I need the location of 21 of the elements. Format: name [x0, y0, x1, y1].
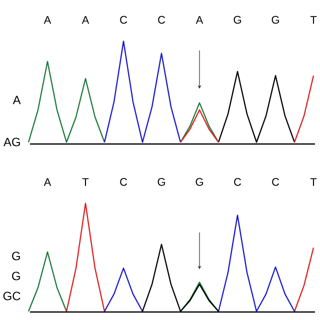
x-tick-label: A	[44, 16, 52, 24]
x-tick-label: T	[310, 16, 317, 24]
text: G	[12, 252, 20, 260]
x-tick-label: T	[310, 178, 317, 186]
x-tick-label: C	[158, 16, 166, 24]
x-tick-label: A	[44, 178, 52, 186]
x-tick-label: C	[234, 178, 242, 186]
x-tick-label: G	[196, 178, 203, 186]
x-tick-label: T	[82, 178, 89, 186]
text: GC	[3, 292, 20, 300]
x-tick-label: A	[82, 16, 90, 24]
x-tick-label: C	[120, 178, 128, 186]
x-tick-label: A	[196, 16, 204, 24]
text: G	[12, 272, 20, 280]
x-tick-label: C	[120, 16, 128, 24]
text: A	[12, 96, 21, 104]
x-tick-label: G	[234, 16, 241, 24]
text: AG	[3, 138, 20, 146]
x-tick-label: C	[272, 178, 280, 186]
x-tick-label: G	[158, 178, 165, 186]
x-tick-label: G	[272, 16, 279, 24]
